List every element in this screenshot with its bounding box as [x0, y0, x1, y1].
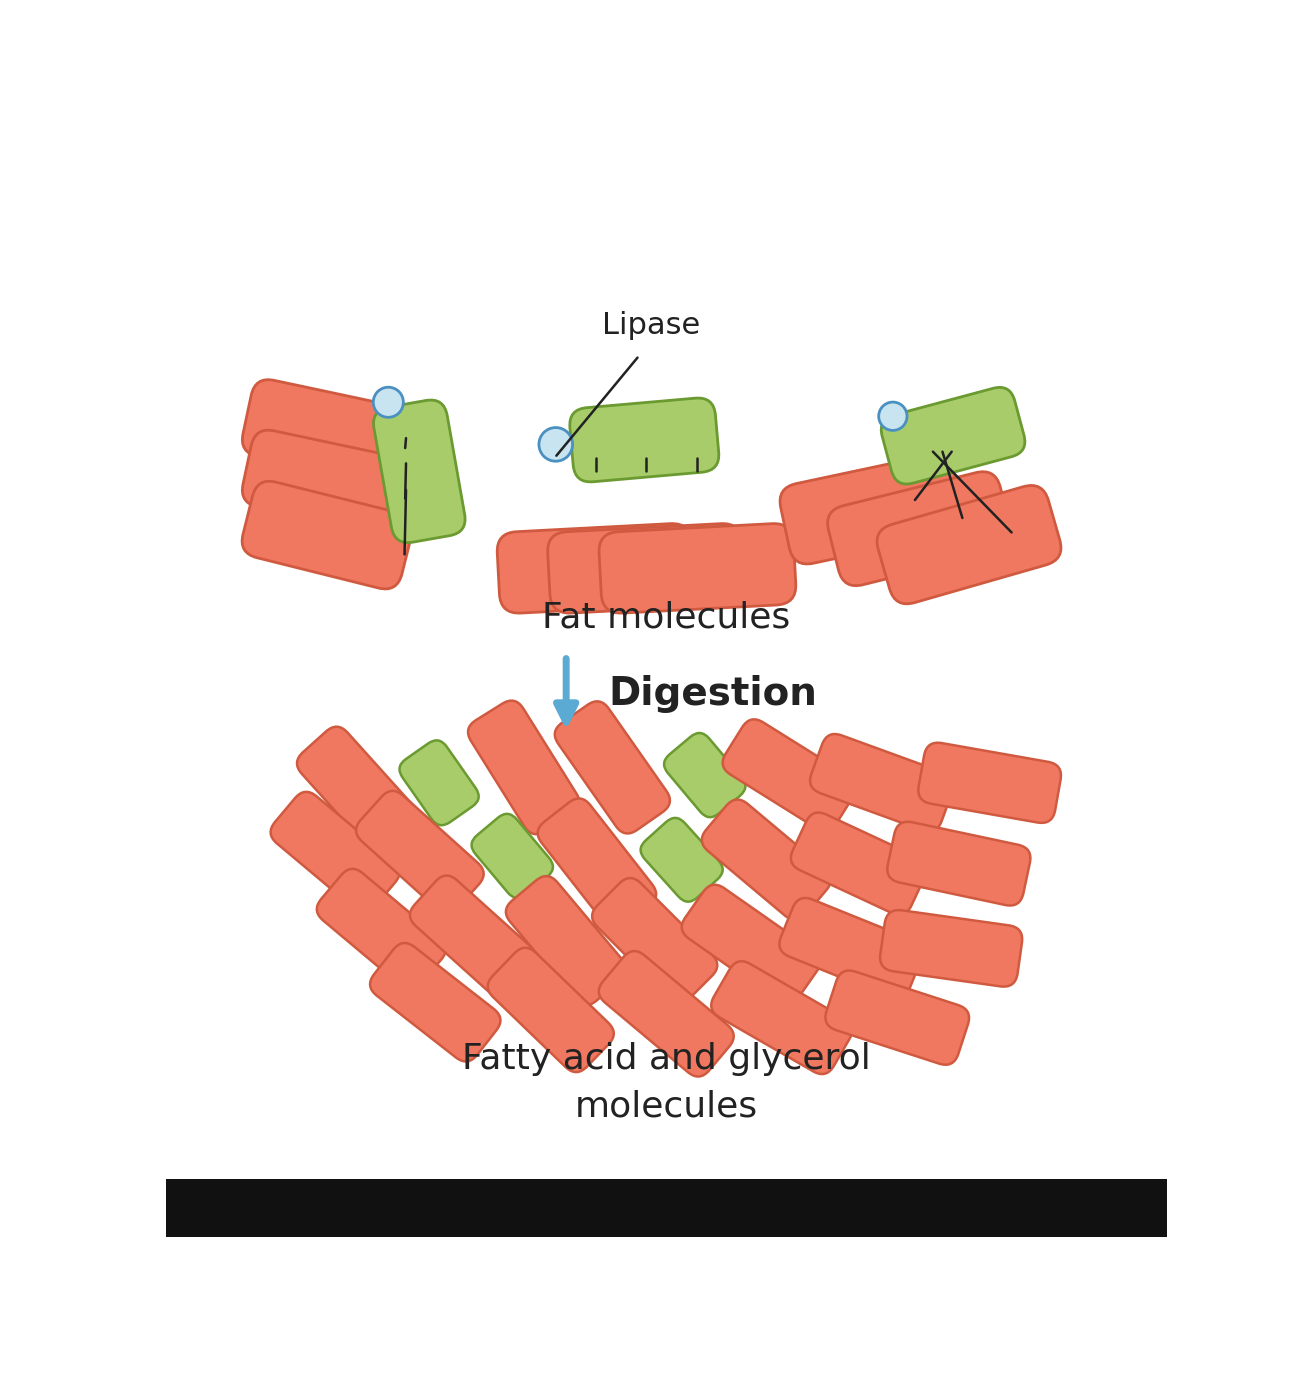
FancyBboxPatch shape: [242, 481, 412, 589]
Text: Digestion: Digestion: [608, 676, 818, 713]
FancyBboxPatch shape: [711, 962, 853, 1074]
FancyBboxPatch shape: [780, 455, 963, 564]
FancyBboxPatch shape: [506, 876, 627, 1005]
FancyBboxPatch shape: [723, 719, 857, 831]
FancyBboxPatch shape: [468, 701, 580, 834]
FancyBboxPatch shape: [664, 733, 745, 817]
FancyBboxPatch shape: [373, 400, 465, 542]
FancyBboxPatch shape: [242, 379, 412, 484]
Text: Fatty acid and glycerol
molecules: Fatty acid and glycerol molecules: [462, 1042, 871, 1125]
FancyBboxPatch shape: [569, 398, 719, 482]
FancyBboxPatch shape: [826, 970, 968, 1065]
FancyBboxPatch shape: [547, 524, 745, 613]
FancyBboxPatch shape: [555, 702, 670, 834]
FancyBboxPatch shape: [918, 742, 1061, 823]
FancyBboxPatch shape: [878, 485, 1061, 603]
FancyBboxPatch shape: [472, 813, 552, 898]
FancyBboxPatch shape: [399, 741, 478, 826]
FancyBboxPatch shape: [370, 942, 500, 1062]
Circle shape: [540, 428, 572, 461]
FancyBboxPatch shape: [599, 951, 733, 1077]
FancyBboxPatch shape: [410, 876, 538, 998]
Text: Lipase: Lipase: [602, 311, 699, 341]
Bar: [166, 1179, 1167, 1237]
FancyBboxPatch shape: [317, 869, 446, 990]
FancyBboxPatch shape: [810, 734, 954, 831]
FancyBboxPatch shape: [790, 813, 927, 915]
FancyBboxPatch shape: [242, 430, 412, 534]
FancyBboxPatch shape: [888, 821, 1031, 905]
FancyBboxPatch shape: [828, 471, 1011, 585]
FancyBboxPatch shape: [497, 524, 694, 613]
FancyBboxPatch shape: [641, 817, 723, 902]
FancyBboxPatch shape: [681, 884, 820, 1005]
Circle shape: [879, 402, 907, 431]
FancyBboxPatch shape: [296, 727, 420, 855]
FancyBboxPatch shape: [488, 948, 614, 1072]
FancyBboxPatch shape: [356, 791, 484, 913]
FancyBboxPatch shape: [702, 799, 831, 920]
FancyBboxPatch shape: [780, 898, 923, 999]
FancyBboxPatch shape: [599, 524, 796, 613]
FancyBboxPatch shape: [592, 878, 718, 1004]
Circle shape: [373, 388, 403, 417]
FancyBboxPatch shape: [538, 798, 656, 929]
FancyBboxPatch shape: [881, 388, 1024, 484]
Text: Fat molecules: Fat molecules: [542, 600, 790, 634]
FancyBboxPatch shape: [270, 792, 399, 912]
FancyBboxPatch shape: [880, 910, 1022, 987]
